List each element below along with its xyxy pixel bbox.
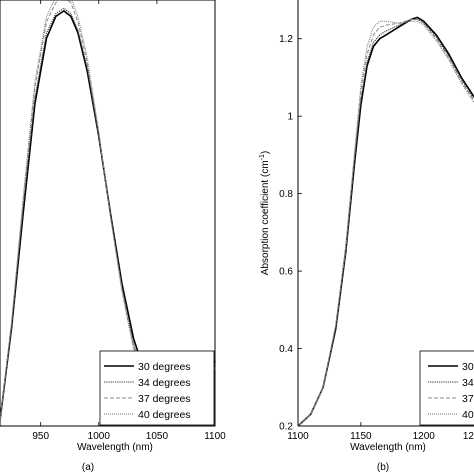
- y-tick-label: 0.2: [279, 422, 293, 433]
- legend-entry-label: 34 degrees: [138, 377, 191, 389]
- panel-b-series: [297, 16, 474, 427]
- panel-b-y-axis-label: Absorption coefficient (cm-1): [259, 151, 271, 275]
- panel-b-y-axis-label-sup: -1: [259, 154, 266, 160]
- y-tick-label: 0.8: [279, 189, 293, 200]
- x-tick-label: 12: [463, 431, 474, 442]
- x-tick-label: 1150: [350, 431, 372, 442]
- panel-b-series-line-2: [297, 18, 474, 427]
- x-tick-label: 1100: [204, 431, 226, 442]
- legend-entry-label: 34: [462, 377, 474, 389]
- legend-entry-label: 37 degrees: [138, 393, 191, 405]
- legend-entry-label: 30 degrees: [138, 361, 191, 373]
- x-tick-label: 1000: [88, 431, 111, 442]
- legend-entry-label: 40: [462, 409, 474, 421]
- panel-a-frame: [0, 0, 216, 427]
- panel-b: 1100 1150 1200 12 0.2 0.4 0.6 0.8 1 1.2 Absorpti…: [259, 0, 474, 473]
- panel-b-legend: 30 34 37 40: [419, 350, 474, 426]
- y-tick-label: 0.6: [279, 267, 293, 278]
- panel-b-y-ticks: 0.2 0.4 0.6 0.8 1 1.2: [279, 34, 302, 433]
- panel-a-label: (a): [82, 462, 94, 473]
- panel-a: 950 1000 1050 1100 Wavelength (nm) (a) 30 d…: [0, 0, 226, 473]
- x-tick-label: 1100: [287, 431, 309, 442]
- panel-b-legend-box: [419, 350, 474, 426]
- x-tick-label: 1050: [146, 431, 169, 442]
- x-tick-label: 950: [32, 431, 49, 442]
- legend-entry-label: 37: [462, 393, 474, 405]
- x-tick-label: 1200: [413, 431, 436, 442]
- panel-b-label: (b): [377, 462, 389, 473]
- panel-a-x-axis-label: Wavelength (nm): [77, 442, 153, 453]
- panel-a-series-line-3: [0, 0, 216, 421]
- panel-a-legend-box: [99, 350, 215, 426]
- legend-entry-label: 30: [462, 361, 474, 373]
- y-tick-label: 1.2: [279, 34, 293, 45]
- panel-b-x-axis-label: Wavelength (nm): [350, 442, 426, 453]
- y-tick-label: 1: [287, 112, 293, 123]
- panel-b-y-axis-label-main: Absorption coefficient (cm: [260, 160, 271, 275]
- panel-a-legend: 30 degrees 34 degrees 37 degrees 40 degrees: [99, 350, 215, 426]
- legend-entry-label: 40 degrees: [138, 409, 191, 421]
- panel-b-series-line-4: [297, 20, 474, 427]
- y-tick-label: 0.4: [279, 344, 293, 355]
- panel-b-y-axis-label-end: ): [260, 151, 271, 154]
